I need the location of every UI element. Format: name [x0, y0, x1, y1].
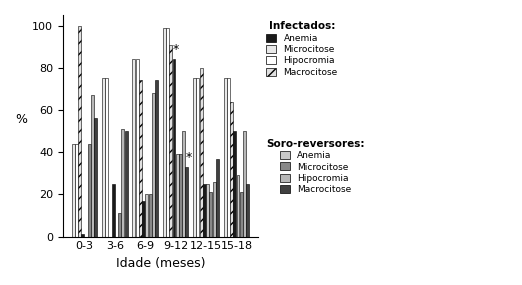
Bar	[169, 44, 172, 237]
Bar	[173, 59, 175, 237]
X-axis label: Idade (meses): Idade (meses)	[116, 257, 205, 270]
Bar	[149, 194, 151, 237]
Bar	[193, 78, 196, 237]
Text: *: *	[185, 151, 192, 164]
Bar	[196, 78, 199, 237]
Bar	[72, 144, 75, 237]
Bar	[206, 184, 209, 237]
Bar	[136, 59, 139, 237]
Bar	[75, 144, 78, 237]
Bar	[139, 80, 142, 237]
Bar	[227, 78, 230, 237]
Bar	[118, 213, 121, 237]
Bar	[236, 175, 240, 237]
Bar	[203, 184, 206, 237]
Bar	[216, 158, 219, 237]
Bar	[185, 167, 188, 237]
Y-axis label: %: %	[15, 113, 27, 126]
Bar	[179, 154, 182, 237]
Bar	[122, 129, 124, 237]
Bar	[88, 144, 91, 237]
Bar	[105, 78, 108, 237]
Bar	[230, 101, 233, 237]
Bar	[145, 194, 148, 237]
Bar	[155, 80, 158, 237]
Bar	[152, 93, 155, 237]
Text: *: *	[172, 43, 179, 56]
Bar	[212, 182, 216, 237]
Bar	[102, 78, 105, 237]
Bar	[166, 28, 169, 237]
Bar	[176, 154, 179, 237]
Bar	[240, 192, 243, 237]
Bar	[94, 118, 97, 237]
Bar	[163, 28, 166, 237]
Bar	[112, 184, 115, 237]
Bar	[142, 201, 145, 237]
Bar	[233, 131, 236, 237]
Bar	[133, 59, 135, 237]
Bar	[243, 131, 246, 237]
Bar	[223, 78, 227, 237]
Bar	[125, 131, 127, 237]
Bar	[200, 68, 203, 237]
Bar	[81, 235, 85, 237]
Bar	[246, 184, 249, 237]
Legend: Anemia, Microcitose, Hipocromia, Macrocitose: Anemia, Microcitose, Hipocromia, Macroci…	[265, 137, 366, 196]
Bar	[209, 192, 212, 237]
Bar	[78, 26, 81, 237]
Bar	[182, 131, 185, 237]
Bar	[91, 95, 94, 237]
